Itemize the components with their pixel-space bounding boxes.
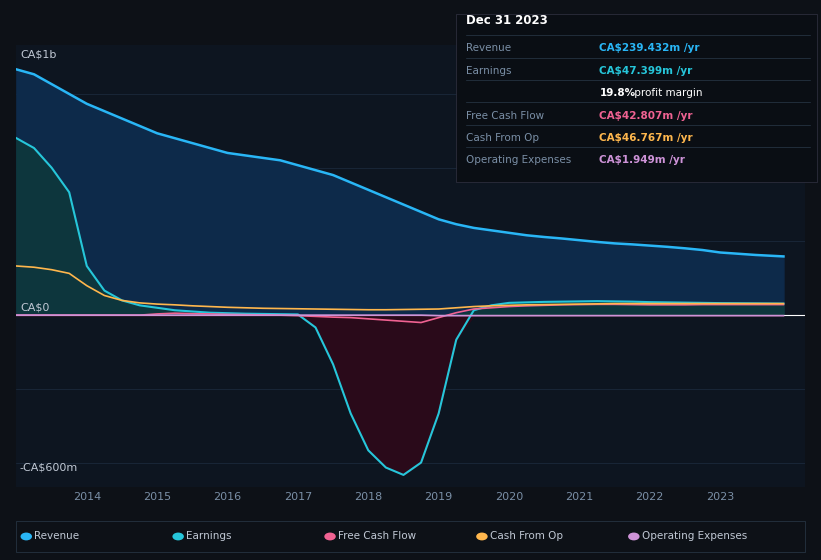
Text: 19.8%: 19.8% xyxy=(599,88,635,98)
Text: CA$47.399m /yr: CA$47.399m /yr xyxy=(599,66,693,76)
Text: CA$46.767m /yr: CA$46.767m /yr xyxy=(599,133,693,143)
Text: Revenue: Revenue xyxy=(34,531,80,542)
Text: Free Cash Flow: Free Cash Flow xyxy=(338,531,416,542)
Text: Dec 31 2023: Dec 31 2023 xyxy=(466,14,548,27)
Text: -CA$600m: -CA$600m xyxy=(20,463,78,473)
Text: Cash From Op: Cash From Op xyxy=(490,531,563,542)
Text: Earnings: Earnings xyxy=(466,66,511,76)
Text: CA$1b: CA$1b xyxy=(20,50,57,59)
Text: CA$239.432m /yr: CA$239.432m /yr xyxy=(599,44,699,53)
Text: CA$0: CA$0 xyxy=(20,302,49,312)
Text: Operating Expenses: Operating Expenses xyxy=(642,531,747,542)
Text: Cash From Op: Cash From Op xyxy=(466,133,539,143)
Text: Earnings: Earnings xyxy=(186,531,232,542)
Text: Operating Expenses: Operating Expenses xyxy=(466,156,571,165)
Text: Revenue: Revenue xyxy=(466,44,511,53)
Text: Free Cash Flow: Free Cash Flow xyxy=(466,111,544,120)
Text: CA$42.807m /yr: CA$42.807m /yr xyxy=(599,111,693,120)
Text: profit margin: profit margin xyxy=(631,88,702,98)
Text: CA$1.949m /yr: CA$1.949m /yr xyxy=(599,156,686,165)
